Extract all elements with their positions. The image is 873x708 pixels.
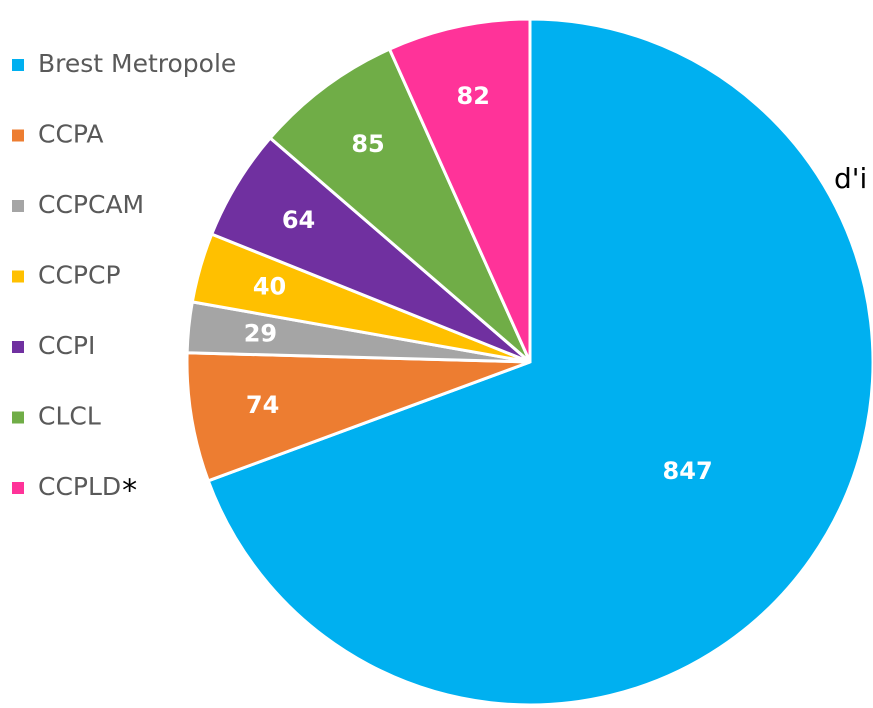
pie-slice (268, 47, 532, 364)
legend-label: CCPA (38, 120, 104, 149)
data-label: 82 (457, 82, 490, 110)
pie-slice (206, 17, 873, 707)
data-label: 847 (663, 457, 713, 485)
data-label: 29 (244, 320, 277, 348)
data-label: 85 (351, 130, 384, 158)
legend-marker (12, 482, 24, 494)
legend-label: CCPCAM (38, 190, 144, 219)
legend-label: CCPLD (38, 472, 121, 501)
legend-marker (12, 129, 24, 142)
legend-label: CLCL (38, 402, 101, 431)
legend-note: * (122, 474, 137, 509)
legend-label: Brest Metropole (38, 49, 236, 78)
legend-marker (12, 200, 24, 212)
legend-marker (12, 270, 24, 283)
legend-label: CCPI (38, 331, 95, 360)
legend-marker (12, 411, 24, 424)
annotation: d'i (834, 162, 867, 195)
legend-label: CCPCP (38, 261, 121, 290)
pie-slice (185, 351, 531, 483)
pie-slice (387, 17, 532, 363)
legend-marker (12, 59, 24, 71)
data-label: 64 (282, 206, 315, 234)
legend-marker (12, 341, 24, 353)
data-label: 40 (253, 272, 286, 300)
data-label: 74 (246, 391, 279, 419)
